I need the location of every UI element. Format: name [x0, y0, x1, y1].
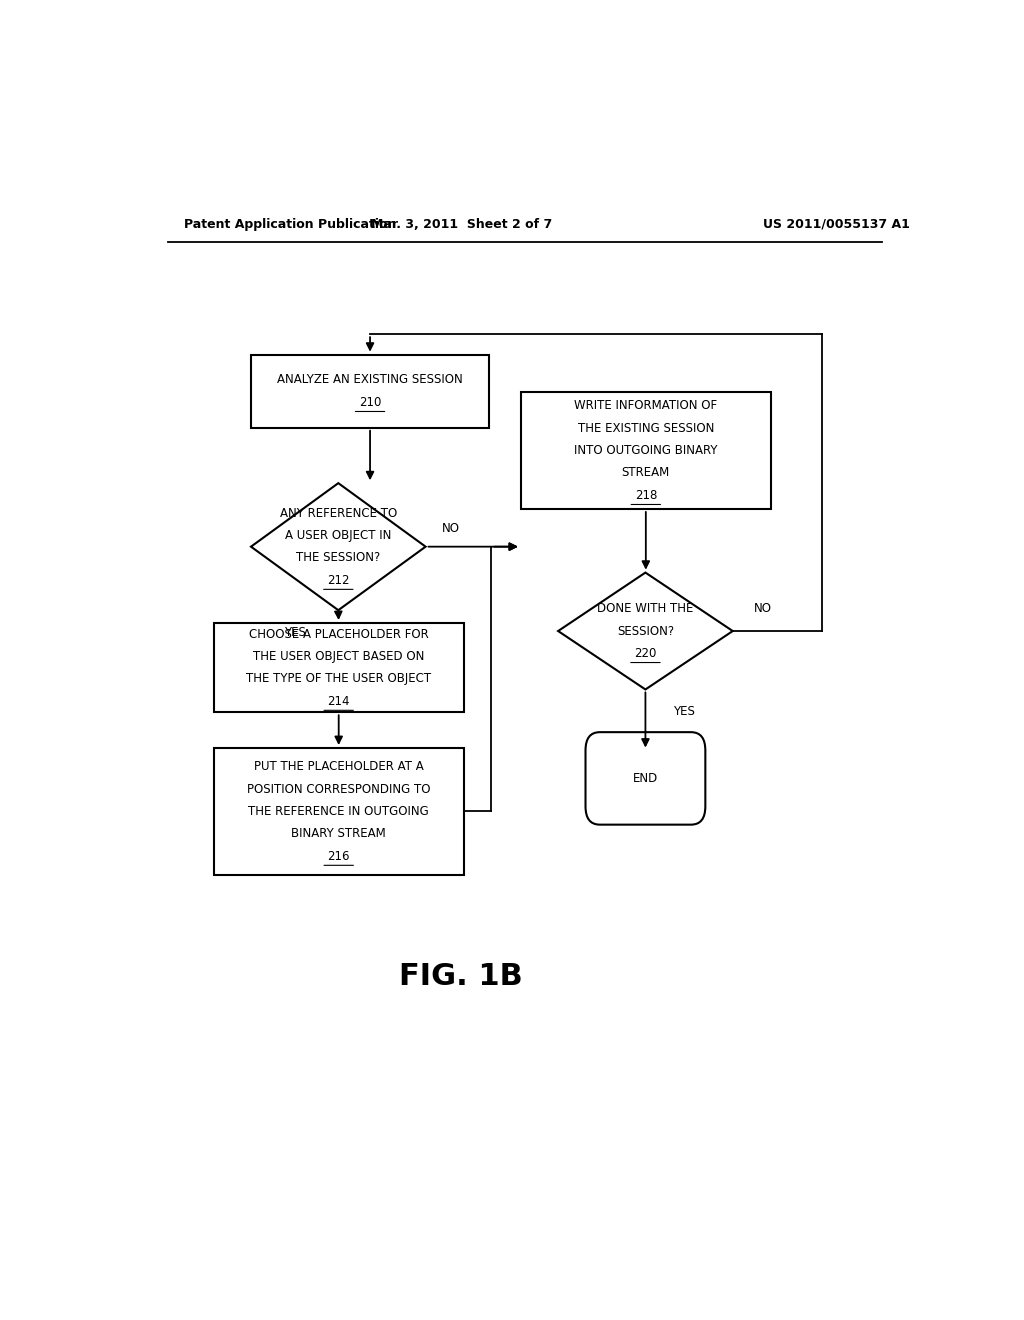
- Polygon shape: [558, 573, 733, 689]
- Text: BINARY STREAM: BINARY STREAM: [291, 828, 386, 841]
- Text: NO: NO: [754, 602, 772, 615]
- Text: 210: 210: [358, 396, 381, 409]
- Text: END: END: [633, 772, 658, 785]
- Text: 220: 220: [634, 647, 656, 660]
- Text: THE SESSION?: THE SESSION?: [296, 552, 381, 565]
- Text: THE EXISTING SESSION: THE EXISTING SESSION: [578, 422, 714, 434]
- Text: CHOOSE A PLACEHOLDER FOR: CHOOSE A PLACEHOLDER FOR: [249, 627, 429, 640]
- FancyBboxPatch shape: [214, 748, 464, 875]
- Text: ANALYZE AN EXISTING SESSION: ANALYZE AN EXISTING SESSION: [278, 374, 463, 387]
- Text: 214: 214: [328, 694, 350, 708]
- Text: YES: YES: [673, 705, 694, 718]
- Text: FIG. 1B: FIG. 1B: [399, 962, 523, 991]
- Text: A USER OBJECT IN: A USER OBJECT IN: [285, 529, 391, 543]
- Text: 216: 216: [328, 850, 350, 863]
- Text: ANY REFERENCE TO: ANY REFERENCE TO: [280, 507, 397, 520]
- Text: WRITE INFORMATION OF: WRITE INFORMATION OF: [574, 400, 718, 412]
- Text: PUT THE PLACEHOLDER AT A: PUT THE PLACEHOLDER AT A: [254, 760, 424, 774]
- Text: STREAM: STREAM: [622, 466, 670, 479]
- Text: NO: NO: [442, 521, 460, 535]
- Text: YES: YES: [284, 626, 305, 639]
- FancyBboxPatch shape: [251, 355, 489, 428]
- Text: Patent Application Publication: Patent Application Publication: [183, 218, 396, 231]
- Text: POSITION CORRESPONDING TO: POSITION CORRESPONDING TO: [247, 783, 430, 796]
- Text: THE USER OBJECT BASED ON: THE USER OBJECT BASED ON: [253, 649, 424, 663]
- Text: INTO OUTGOING BINARY: INTO OUTGOING BINARY: [574, 444, 718, 457]
- Text: SESSION?: SESSION?: [616, 624, 674, 638]
- Text: Mar. 3, 2011  Sheet 2 of 7: Mar. 3, 2011 Sheet 2 of 7: [371, 218, 552, 231]
- Text: US 2011/0055137 A1: US 2011/0055137 A1: [763, 218, 909, 231]
- Polygon shape: [251, 483, 426, 610]
- Text: THE TYPE OF THE USER OBJECT: THE TYPE OF THE USER OBJECT: [246, 672, 431, 685]
- FancyBboxPatch shape: [586, 733, 706, 825]
- Text: 212: 212: [327, 574, 349, 586]
- Text: 218: 218: [635, 488, 657, 502]
- Text: DONE WITH THE: DONE WITH THE: [597, 602, 693, 615]
- FancyBboxPatch shape: [214, 623, 464, 713]
- FancyBboxPatch shape: [521, 392, 771, 510]
- Text: THE REFERENCE IN OUTGOING: THE REFERENCE IN OUTGOING: [249, 805, 429, 818]
